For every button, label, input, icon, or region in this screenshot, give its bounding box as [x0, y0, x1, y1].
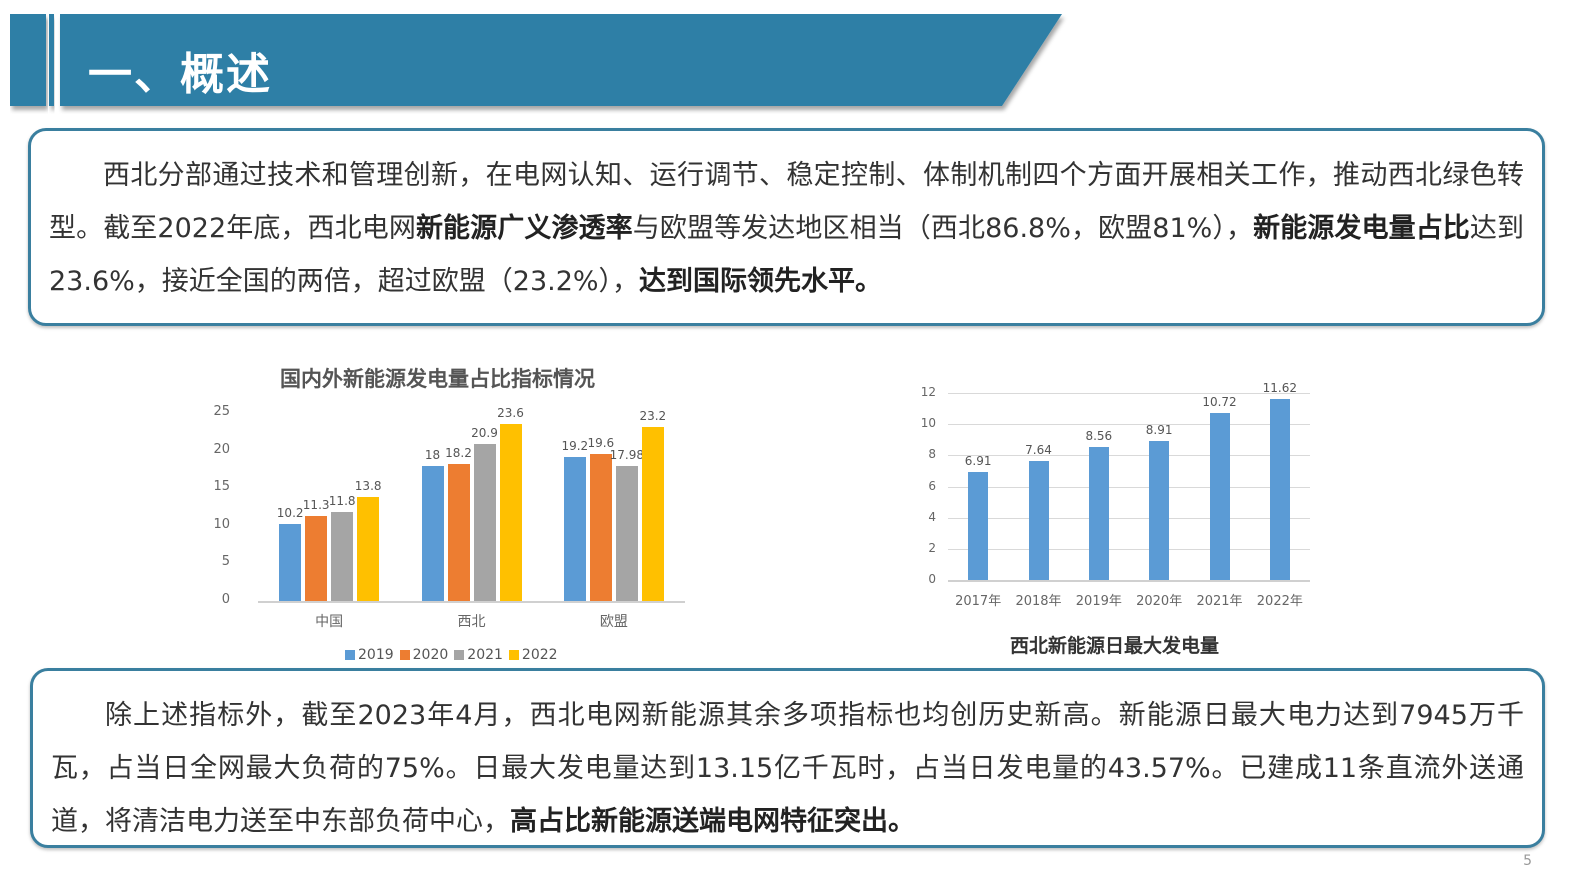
legend-label: 2021 [467, 647, 503, 663]
x-axis-category-label: 2017年 [955, 594, 1002, 609]
data-label: 8.91 [1145, 423, 1173, 438]
y-axis-tick-label: 10 [920, 416, 936, 431]
data-label: 11.3 [302, 498, 330, 513]
bar [1149, 441, 1170, 580]
text-segment: 达到23.6%，接近全国的两倍，超过欧盟（23.2%）， [49, 213, 1525, 297]
chart-title: 西北新能源日最大发电量 [1010, 635, 1220, 657]
renewable-share-chart: 国内外新能源发电量占比指标情况 2019 2020 2021 2022 0 5 10 15 2… [200, 355, 700, 670]
y-axis-tick-label: 0 [928, 572, 936, 586]
legend-swatch-icon [399, 650, 410, 660]
data-label: 19.6 [587, 435, 615, 450]
data-label: 8.56 [1085, 428, 1113, 443]
y-axis-tick-label: 0 [221, 592, 230, 607]
chart-title: 国内外新能源发电量占比指标情况 [280, 367, 595, 391]
x-axis-category-label: 2020年 [1136, 594, 1183, 609]
page-title: 一、概述 [88, 49, 272, 100]
x-axis-category-label: 2018年 [1015, 594, 1062, 609]
x-axis-category-label: 2022年 [1256, 594, 1303, 609]
y-axis-tick-label: 25 [213, 404, 230, 419]
bar-2019 [563, 456, 586, 601]
bar-2020 [447, 464, 470, 601]
bar-2021 [473, 443, 496, 601]
bar-2022 [357, 497, 380, 601]
data-label: 13.8 [354, 479, 382, 494]
bar [1269, 398, 1290, 580]
gridline [948, 393, 1310, 394]
legend-item: 2022 [508, 647, 558, 663]
x-axis-category-label: 欧盟 [599, 614, 628, 630]
y-axis-tick-label: 5 [221, 554, 230, 570]
text-segment: 除上述指标外，截至2023年4月，西北电网新能源其余多项指标也均创历史新高。新能… [51, 700, 1524, 837]
data-label: 18.2 [445, 446, 472, 461]
details-textbox: 除上述指标外，截至2023年4月，西北电网新能源其余多项指标也均创历史新高。新能… [30, 668, 1545, 848]
data-label: 6.91 [964, 454, 992, 469]
chart-legend: 2019 2020 2021 2022 [345, 647, 558, 663]
bar-2019 [279, 524, 302, 601]
summary-textbox: 西北分部通过技术和管理创新，在电网认知、运行调节、稳定控制、体制机制四个方面开展… [28, 128, 1545, 326]
bar-2019 [421, 465, 444, 601]
data-label: 20.9 [471, 425, 498, 440]
y-axis-tick-label: 6 [928, 478, 936, 493]
y-axis-tick-label: 2 [928, 540, 936, 555]
legend-label: 2022 [521, 647, 558, 663]
legend-item: 2019 [345, 647, 394, 663]
legend-item: 2020 [399, 647, 449, 663]
legend-swatch-icon [345, 650, 355, 660]
gridline [948, 517, 1310, 519]
x-axis-category-label: 中国 [315, 614, 344, 630]
bold-text-segment: 新能源广义渗透率 [415, 213, 633, 244]
bar-2022 [641, 426, 664, 601]
x-axis-line [258, 601, 685, 603]
data-label: 11.62 [1262, 380, 1297, 395]
bar [968, 472, 989, 580]
y-axis-tick-label: 8 [928, 447, 936, 462]
gridline [948, 455, 1310, 457]
bold-text-segment: 新能源发电量占比 [1253, 213, 1470, 244]
x-axis-category-label: 2019年 [1075, 594, 1122, 609]
text-segment: 与欧盟等发达地区相当（西北86.8%，欧盟81%）， [632, 213, 1254, 244]
bar [1088, 446, 1109, 580]
legend-item: 2021 [454, 647, 503, 663]
data-label: 23.6 [497, 405, 524, 420]
page-number: 5 [1523, 853, 1532, 869]
bar-2020 [589, 453, 612, 601]
data-label: 10.2 [276, 506, 304, 521]
section-header-banner: 一、概述 [10, 14, 1070, 108]
data-label: 23.2 [639, 408, 667, 423]
y-axis-tick-label: 10 [213, 516, 230, 532]
legend-label: 2020 [412, 647, 449, 663]
bar-2020 [305, 516, 328, 601]
text-segment: 西北分部通过技术和管理创新，在电网认知、运行调节、稳定控制、体制机制四个方面开展… [49, 160, 1524, 244]
bold-text-segment: 高占比新能源送端电网特征突出。 [510, 806, 915, 837]
legend-swatch-icon [454, 650, 465, 660]
x-axis-category-label: 2021年 [1196, 594, 1243, 609]
daily-max-generation-chart: 西北新能源日最大发电量 0 2 4 6 8 10 12 6.91 2017年 7.64 2018年 8… [900, 375, 1320, 665]
data-label: 7.64 [1025, 442, 1052, 457]
y-axis-tick-label: 4 [928, 509, 936, 524]
bar [1028, 460, 1049, 580]
gridline [948, 424, 1310, 426]
data-label: 18 [424, 447, 441, 462]
details-paragraph: 除上述指标外，截至2023年4月，西北电网新能源其余多项指标也均创历史新高。新能… [51, 689, 1524, 848]
data-label: 10.72 [1202, 394, 1237, 409]
legend-label: 2019 [358, 647, 394, 663]
bar-2021 [615, 465, 638, 601]
y-axis-tick-label: 12 [920, 385, 936, 399]
x-axis-category-label: 西北 [457, 614, 486, 630]
banner-shape-icon [10, 14, 1062, 106]
bar-2021 [331, 512, 354, 601]
bold-text-segment: 达到国际领先水平。 [639, 266, 883, 297]
y-axis-tick-label: 15 [213, 479, 230, 495]
bar-2022 [499, 423, 522, 601]
data-label: 11.8 [328, 494, 356, 509]
bar [1209, 412, 1230, 580]
x-axis-line [948, 580, 1310, 582]
y-axis-tick-label: 20 [213, 441, 230, 457]
legend-swatch-icon [508, 650, 519, 660]
data-label: 17.98 [609, 447, 644, 462]
summary-paragraph: 西北分部通过技术和管理创新，在电网认知、运行调节、稳定控制、体制机制四个方面开展… [49, 149, 1524, 308]
gridline [948, 486, 1310, 488]
data-label: 19.2 [561, 438, 589, 453]
gridline [948, 548, 1310, 550]
